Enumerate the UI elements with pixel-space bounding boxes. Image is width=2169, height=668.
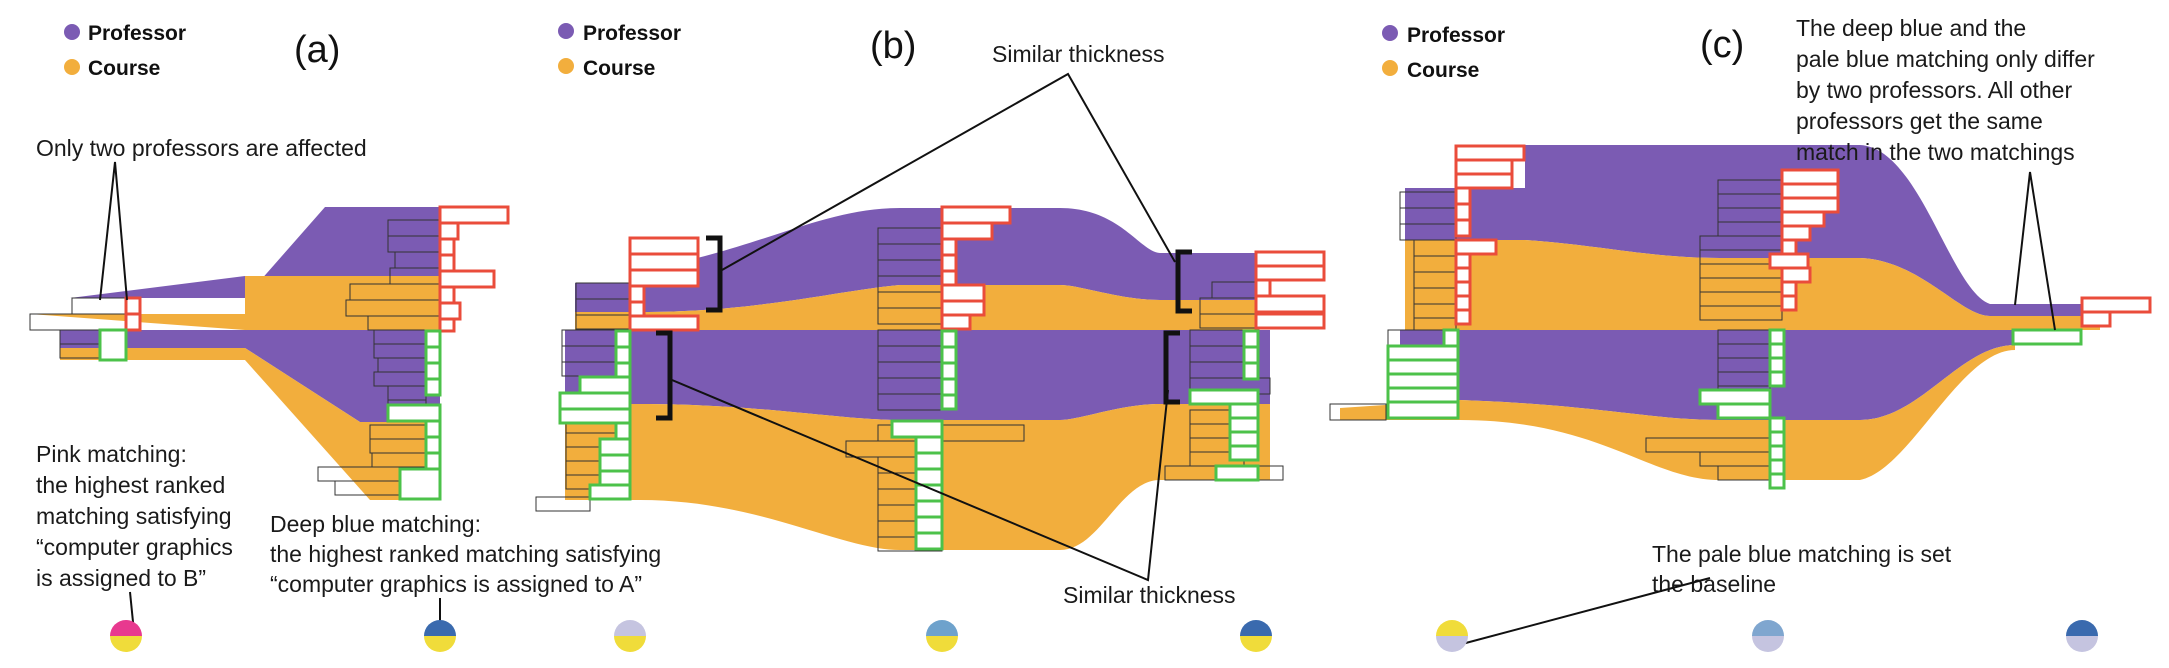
green-boxes-c bbox=[1386, 328, 2083, 490]
annotation-only-two: Only two professors are affected bbox=[36, 135, 367, 301]
legend-course-label: Course bbox=[583, 57, 655, 80]
panel-b: Professor Course (b) bbox=[535, 22, 1326, 608]
deep-pale-line-1: pale blue matching only differ bbox=[1796, 46, 2095, 72]
pink-matching-line-0: Pink matching: bbox=[36, 441, 187, 467]
similar-thickness-top-label: Similar thickness bbox=[992, 41, 1165, 67]
annotation-deep-pale: The deep blue and the pale blue matching… bbox=[1796, 15, 2095, 331]
pink-box bbox=[124, 296, 142, 316]
deep-blue-line-0: Deep blue matching: bbox=[270, 511, 481, 537]
deep-blue-line-2: “computer graphics is assigned to A” bbox=[270, 571, 642, 597]
brace-left-top bbox=[706, 235, 723, 313]
deep-pale-line-4: match in the two matchings bbox=[1796, 139, 2075, 165]
annotation-deep-blue-matching: Deep blue matching: the highest ranked m… bbox=[270, 511, 661, 630]
leader-similar-top bbox=[721, 72, 1176, 271]
matching-glyph-yellow-lavender bbox=[1436, 620, 1468, 652]
pink-box bbox=[124, 312, 142, 332]
legend-professor-dot bbox=[64, 24, 80, 40]
pink-boxes-a bbox=[438, 205, 510, 333]
legend-course-label: Course bbox=[1407, 59, 1479, 82]
deep-pale-line-3: professors get the same bbox=[1796, 108, 2043, 134]
pink-matching-line-1: the highest ranked bbox=[36, 472, 225, 498]
pink-boxes-b bbox=[628, 205, 1326, 332]
annotation-baseline: The pale blue matching is set the baseli… bbox=[1461, 541, 1952, 645]
leader-deep-pale bbox=[2014, 171, 2056, 331]
glyph-top-half bbox=[1240, 620, 1272, 636]
deep-pale-line-0: The deep blue and the bbox=[1796, 15, 2026, 41]
matching-glyph-row bbox=[110, 620, 2098, 652]
leader-baseline bbox=[1461, 577, 1711, 645]
glyph-bottom-half bbox=[110, 636, 142, 652]
deep-blue-line-1: the highest ranked matching satisfying bbox=[270, 541, 661, 567]
legend-course-dot bbox=[558, 58, 574, 74]
matching-glyph-pink-yellow bbox=[110, 620, 142, 652]
glyph-bottom-half bbox=[1752, 636, 1784, 652]
pink-matching-line-3: “computer graphics bbox=[36, 534, 233, 560]
flow-a-prof-top bbox=[70, 207, 440, 298]
legend-course-label: Course bbox=[88, 57, 160, 80]
matching-glyph-steel-lavender bbox=[1752, 620, 1784, 652]
flow-a-prof-bottom bbox=[60, 330, 440, 422]
legend-course-dot bbox=[64, 59, 80, 75]
baseline-line-1: the baseline bbox=[1652, 571, 1776, 597]
leader-similar-bottom bbox=[671, 379, 1169, 582]
glyph-top-half bbox=[614, 620, 646, 636]
panel-a-label: (a) bbox=[294, 29, 340, 71]
glyph-bottom-half bbox=[424, 636, 456, 652]
glyph-bottom-half bbox=[1436, 636, 1468, 652]
only-two-label: Only two professors are affected bbox=[36, 135, 367, 161]
green-boxes-b bbox=[558, 329, 1260, 551]
glyph-top-half bbox=[424, 620, 456, 636]
deep-pale-line-2: by two professors. All other bbox=[1796, 77, 2072, 103]
brace-left-bottom bbox=[656, 330, 673, 421]
flow-c-course-bottom bbox=[1340, 345, 2015, 480]
glyph-bottom-half bbox=[926, 636, 958, 652]
glyph-top-half bbox=[926, 620, 958, 636]
annotation-pink-matching: Pink matching: the highest ranked matchi… bbox=[36, 441, 233, 633]
panel-a: Professor Course (a) bbox=[29, 22, 510, 501]
legend-professor-label: Professor bbox=[583, 22, 681, 45]
matching-glyph-deepblue-yellow-2 bbox=[1240, 620, 1272, 652]
matching-glyph-midblue-yellow bbox=[926, 620, 958, 652]
panel-b-label: (b) bbox=[870, 25, 916, 67]
legend-professor-label: Professor bbox=[1407, 24, 1505, 47]
pink-boxes-c bbox=[1454, 144, 2152, 328]
glyph-top-half bbox=[1752, 620, 1784, 636]
matching-glyph-lavender-yellow bbox=[614, 620, 646, 652]
flow-a-course-bottom bbox=[60, 348, 440, 500]
baseline-line-0: The pale blue matching is set bbox=[1652, 541, 1952, 567]
brace-right-top bbox=[1175, 249, 1192, 314]
flow-c-course-top bbox=[1405, 240, 2100, 330]
panel-c: Professor Course (c) bbox=[1329, 24, 2152, 490]
legend-professor-label: Professor bbox=[88, 22, 186, 45]
matching-glyph-deepblue-yellow bbox=[424, 620, 456, 652]
green-boxes-a bbox=[386, 329, 442, 501]
similar-thickness-bottom-label: Similar thickness bbox=[1063, 582, 1236, 608]
glyph-top-half bbox=[2066, 620, 2098, 636]
panel-c-label: (c) bbox=[1700, 24, 1744, 66]
matching-glyph-deepblue-lavender bbox=[2066, 620, 2098, 652]
glyph-bottom-half bbox=[1240, 636, 1272, 652]
legend-professor-dot bbox=[558, 23, 574, 39]
leader-only-two bbox=[99, 161, 128, 301]
flow-c-prof-top bbox=[1405, 145, 2100, 316]
glyph-top-half bbox=[110, 620, 142, 636]
legend-professor-dot bbox=[1382, 25, 1398, 41]
flow-c-prof-bottom bbox=[1400, 330, 2015, 420]
glyph-bottom-half bbox=[2066, 636, 2098, 652]
glyph-top-half bbox=[1436, 620, 1468, 636]
flow-b-prof-bottom bbox=[565, 330, 1270, 420]
glyph-bottom-half bbox=[614, 636, 646, 652]
legend-course-dot bbox=[1382, 60, 1398, 76]
green-box bbox=[98, 328, 128, 362]
pink-matching-line-4: is assigned to B” bbox=[36, 565, 206, 591]
brace-right-bottom bbox=[1163, 330, 1180, 405]
pink-matching-line-2: matching satisfying bbox=[36, 503, 232, 529]
